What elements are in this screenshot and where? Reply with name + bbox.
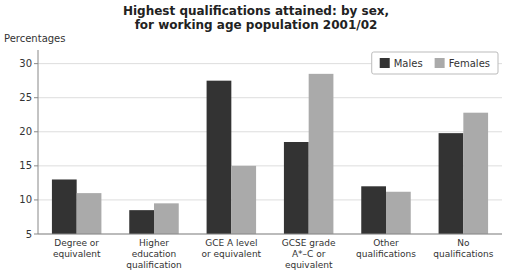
bar — [361, 186, 386, 234]
bar — [129, 210, 154, 234]
grid-line — [38, 165, 502, 166]
tick-mark — [34, 199, 38, 200]
y-axis-line — [38, 50, 39, 234]
bars — [52, 74, 488, 234]
tick-mark — [34, 131, 38, 132]
tick-label: 5 — [26, 229, 32, 240]
tick-mark — [34, 63, 38, 64]
bar — [463, 113, 488, 234]
legend: Males Females — [372, 52, 498, 74]
category-label: Noqualifications — [433, 238, 493, 259]
x-axis: Degree orequivalent Highereducationqualif… — [53, 238, 494, 270]
legend-item: Males — [380, 58, 423, 69]
tick-label: 15 — [19, 160, 32, 171]
bar — [77, 193, 102, 234]
legend-swatch — [435, 58, 445, 68]
grid-line — [38, 131, 502, 132]
bar — [52, 179, 77, 234]
legend-item: Females — [435, 58, 490, 69]
category-label: GCE A levelor equivalent — [202, 238, 262, 259]
bar — [207, 81, 232, 234]
grid-line — [38, 97, 502, 98]
x-axis-line — [38, 234, 502, 235]
tick-label: 20 — [19, 126, 32, 137]
tick-mark — [34, 97, 38, 98]
title: Highest qualifications attained: by sex,… — [123, 4, 389, 32]
legend-frame — [372, 52, 498, 74]
tick-label: 10 — [19, 194, 32, 205]
grid-line — [38, 234, 502, 235]
legend-label: Females — [449, 58, 490, 69]
tick-label: 30 — [19, 58, 32, 69]
bar — [231, 166, 256, 234]
bar — [386, 192, 411, 234]
category-label: GCSE gradeA*–C orequivalent — [282, 238, 336, 270]
bar — [439, 133, 464, 234]
bar — [154, 203, 179, 234]
bar — [309, 74, 334, 234]
category-label: Highereducationqualification — [126, 238, 181, 270]
category-label: Otherqualifications — [356, 238, 416, 259]
grid-line — [38, 199, 502, 200]
bar — [284, 142, 309, 234]
tick-mark — [34, 165, 38, 166]
legend-swatch — [380, 58, 390, 68]
legend-label: Males — [394, 58, 423, 69]
chart: Highest qualifications attained: by sex,… — [0, 0, 512, 280]
tick-mark — [34, 234, 38, 235]
y-label: Percentages — [4, 33, 65, 44]
tick-label: 25 — [19, 92, 32, 103]
category-label: Degree orequivalent — [53, 238, 101, 259]
